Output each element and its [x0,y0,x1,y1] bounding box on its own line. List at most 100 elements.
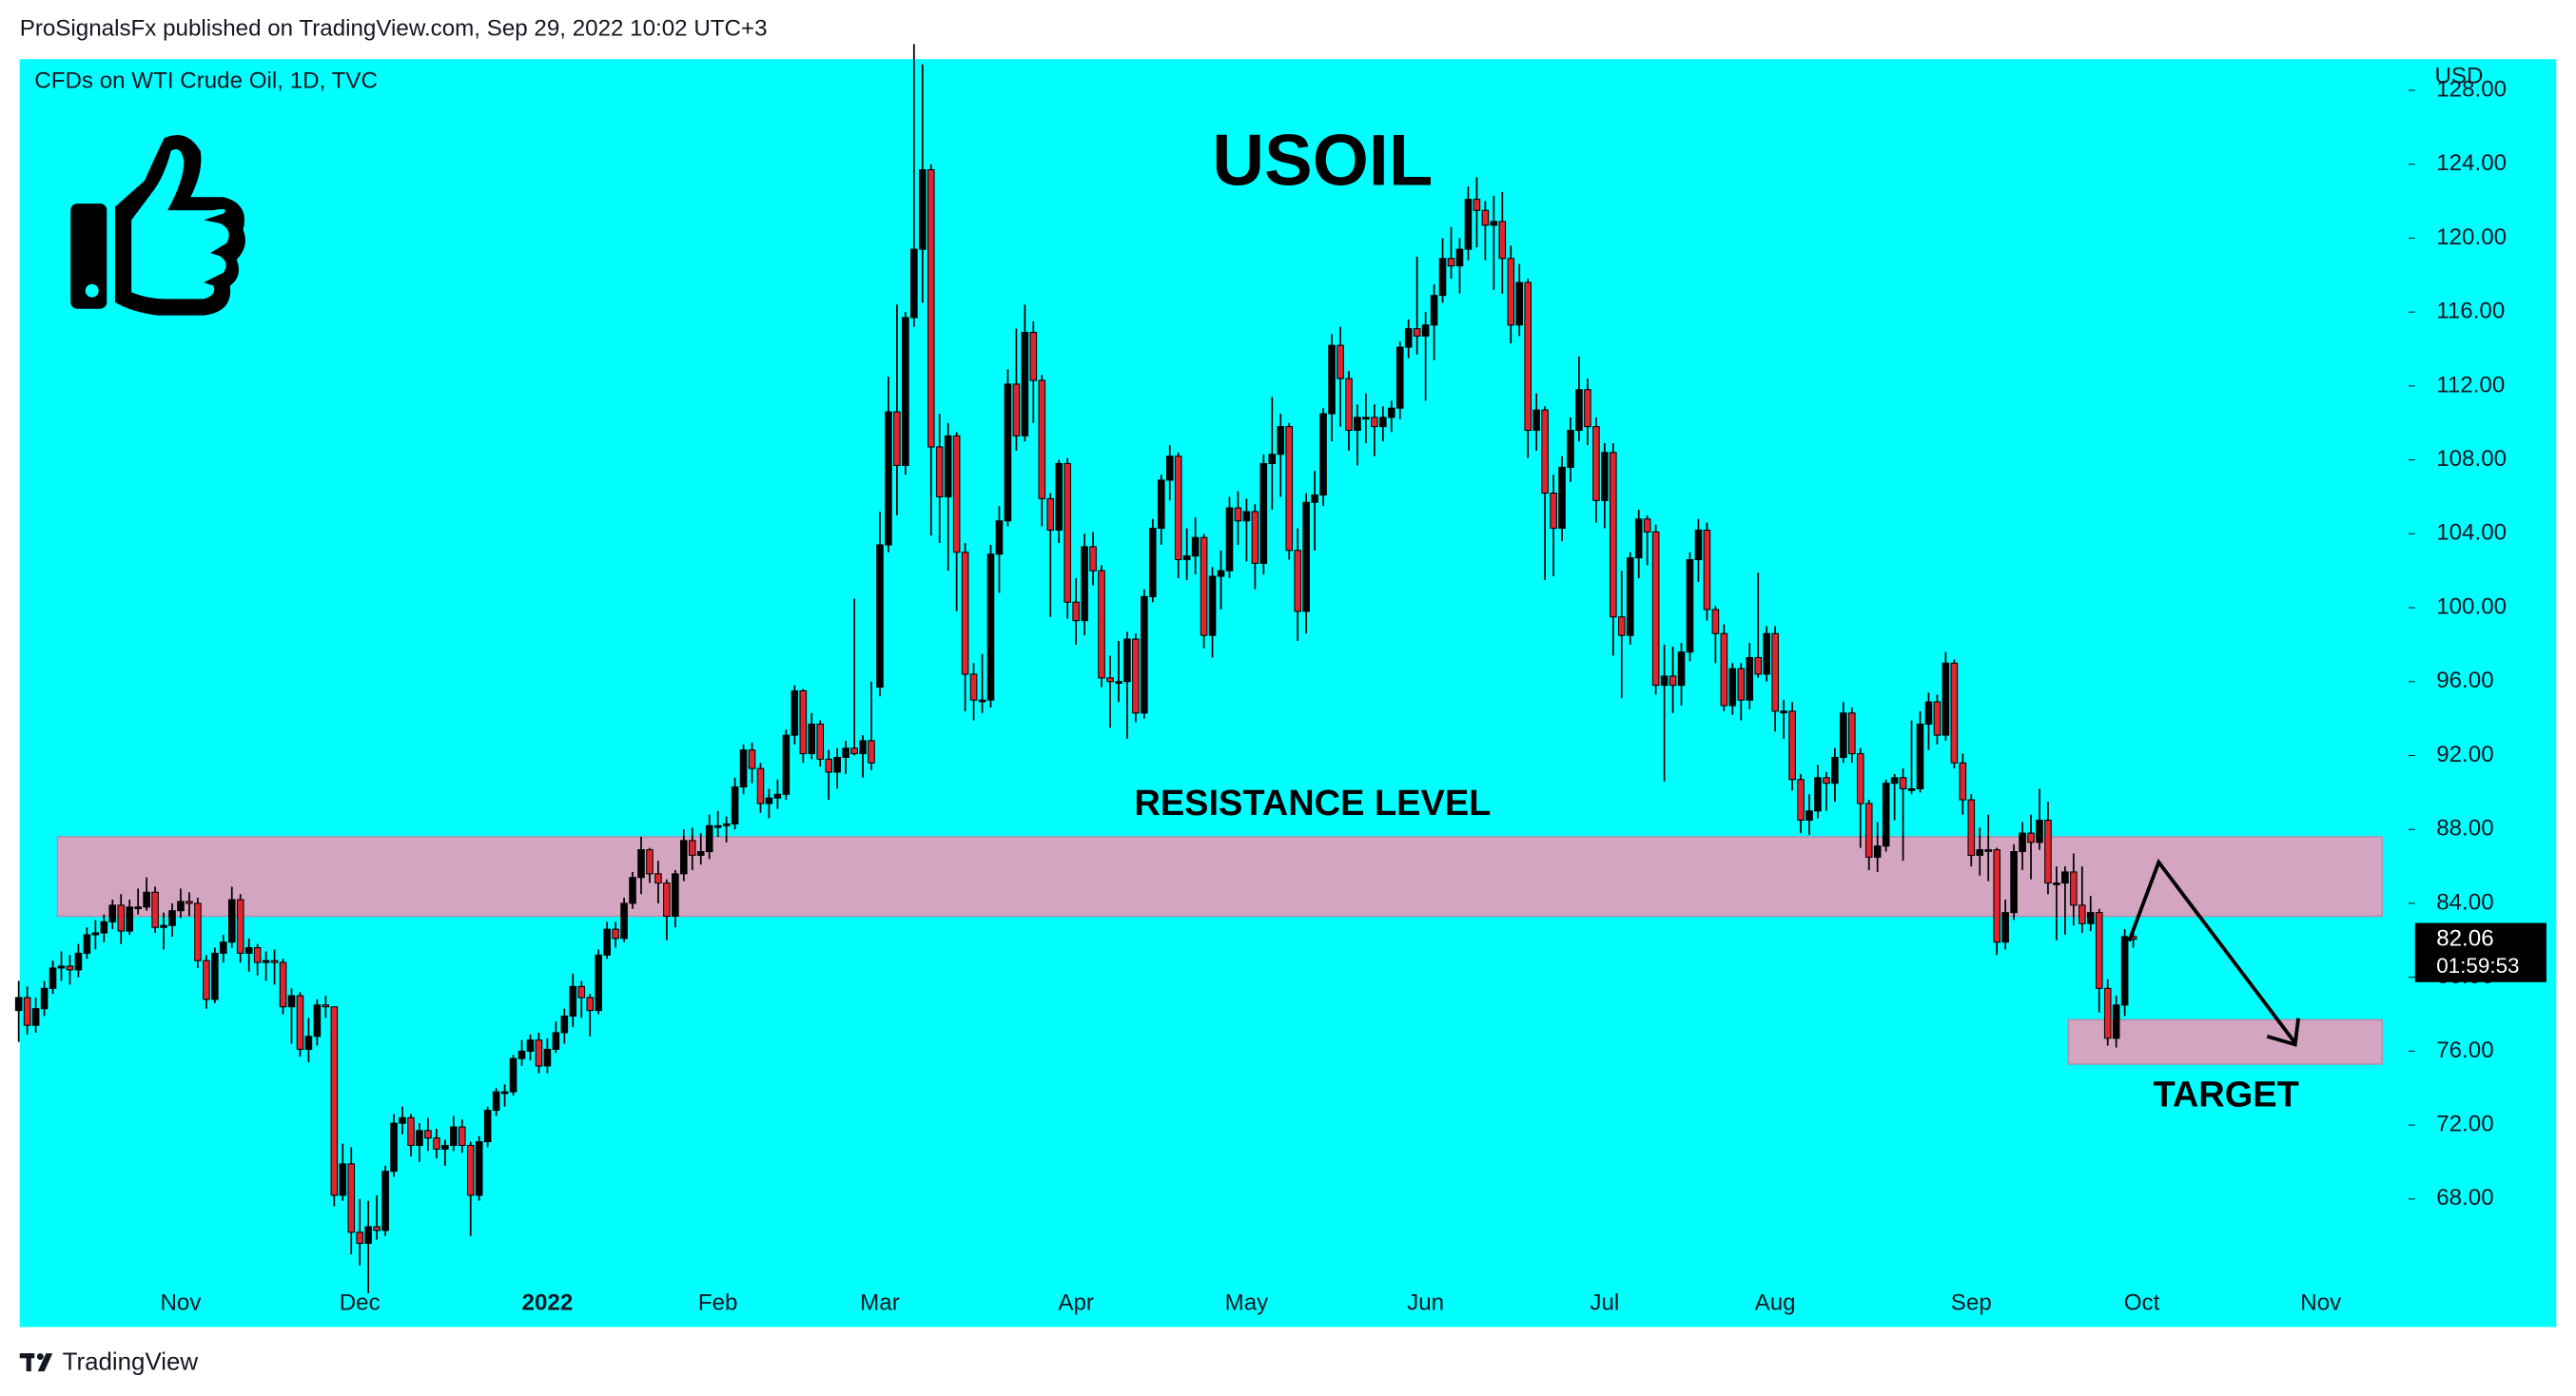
candle-body [227,899,236,943]
candle-body [1371,417,1378,428]
candle-body [1882,783,1890,847]
candle-body [1959,762,1967,801]
candle-body [1242,511,1251,522]
candle-body [1626,557,1634,636]
candle-body [893,411,901,466]
candle-body [1141,595,1148,714]
candle-body [185,901,193,904]
candle-body [1950,662,1959,764]
candle-body [1285,426,1294,552]
candle-body [2027,832,2035,843]
candle-body [1337,344,1344,379]
candle-body [407,1116,415,1146]
candle-body [1234,507,1242,522]
candle-body [1395,346,1404,409]
candle-body [1055,462,1064,531]
y-tick-label: 72.00 [2436,1111,2493,1136]
candle-body [236,899,244,954]
candle-body [160,924,167,928]
candle-body [1081,546,1088,622]
candle-body [1174,456,1182,561]
candle-body [1686,559,1694,653]
logo-part [36,1353,44,1360]
candle-body [978,699,986,703]
candle-body [108,904,117,922]
candle-body [287,995,296,1008]
candle-body [1362,417,1370,420]
candle-body [1132,638,1140,714]
candle-body [1873,845,1882,858]
candle-body [177,901,185,912]
candle-body [416,1130,423,1146]
candle-body [1660,675,1669,687]
candle-body [586,997,595,1012]
candle-body [517,1050,526,1059]
candle-body [373,1226,381,1231]
candle-body [1890,777,1899,785]
price-axis: 68.0072.0076.0080.0084.0088.0092.0096.00… [2408,76,2507,1211]
candle-body [1447,258,1455,267]
candle-body [859,740,867,755]
y-tick-label: 92.00 [2436,742,2493,767]
candle-body [2112,1004,2120,1039]
x-tick-label: Jun [1407,1290,1444,1316]
candle-body [296,995,304,1050]
candle-body [91,932,100,936]
y-tick-label: 88.00 [2436,816,2493,842]
candle-body [1831,756,1839,785]
candle-body [918,169,927,250]
x-tick-label: Jul [1590,1290,1619,1316]
y-tick-label: 84.00 [2436,889,2493,915]
chart-title: USOIL [1212,121,1433,202]
candle-body [151,891,159,928]
candle-body [475,1141,483,1196]
candle-body [1012,383,1021,436]
x-tick-label: Nov [2300,1290,2341,1316]
candle-body [1797,779,1805,822]
y-tick-label: 116.00 [2436,299,2505,324]
candle-body [1004,383,1012,522]
candle-body [680,840,688,875]
candle-body [49,967,57,989]
x-tick-label: Oct [2124,1290,2160,1316]
zone-label: RESISTANCE LEVEL [1134,784,1491,824]
candle-body [1149,527,1157,597]
candle-body [1617,616,1626,636]
candle-body [663,882,671,918]
thumb-dot [85,283,99,298]
candle-body [1728,668,1737,707]
candle-body [466,1144,475,1196]
candle-body [1046,497,1055,531]
candle-body [424,1130,432,1139]
candle-body [1311,494,1318,503]
candle-body [2001,912,2009,943]
candle-body [1200,536,1208,636]
candle-body [1165,456,1174,481]
candle-body [543,1048,552,1067]
candle-body [1942,662,1950,736]
candle-body [1319,413,1327,496]
candle-body [483,1110,492,1143]
candle-body [134,906,142,910]
candle-body [569,985,577,1017]
candle-body [2086,912,2095,924]
y-tick-label: 120.00 [2436,224,2507,250]
candle-body [1643,518,1651,533]
candle-body [364,1226,372,1244]
candle-body [220,941,227,954]
zone [56,836,2383,918]
candle-body [14,997,23,1012]
last-price-box [2414,922,2547,982]
candle-body [1225,507,1234,572]
candle-body [23,997,31,1026]
candle-body [765,797,773,805]
candle-body [1864,803,1873,858]
candle-body [1677,651,1686,687]
candle-body [1567,429,1574,468]
currency: USD [2434,64,2483,89]
zone-label: TARGET [2153,1076,2298,1115]
x-tick-label: Sep [1951,1290,1992,1316]
candle-body [1754,656,1763,675]
candle-body [143,891,150,908]
